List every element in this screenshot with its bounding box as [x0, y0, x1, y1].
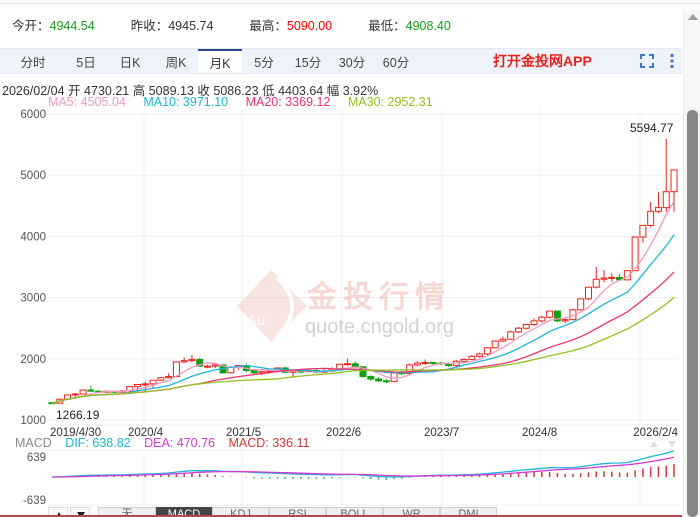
svg-text:5594.77: 5594.77 — [630, 121, 674, 135]
svg-text:2000: 2000 — [20, 354, 46, 366]
period-tabs: 分时 5日 日K 周K 月K 5分 15分 30分 60分 打开金投网APP — [0, 48, 682, 74]
ma20-label: MA20: 3369.12 — [245, 95, 331, 109]
indicator-dmi[interactable]: DMI — [440, 507, 497, 517]
svg-text:2019/4/30: 2019/4/30 — [50, 427, 101, 439]
indicator-macd[interactable]: MACD — [156, 507, 212, 517]
tab-timeshare[interactable]: 分时 — [20, 55, 46, 70]
more-vertical-icon[interactable] — [670, 53, 674, 69]
scrollbar-thumb[interactable] — [687, 110, 698, 517]
svg-text:2020/4: 2020/4 — [128, 427, 164, 439]
macd-legend: MACD DIF: 638.82 DEA: 470.76 MACD: 336.1… — [15, 436, 310, 450]
tab-60min[interactable]: 60分 — [382, 55, 410, 70]
indicator-wr[interactable]: WR — [383, 507, 440, 517]
fullscreen-icon[interactable] — [640, 54, 654, 68]
vertical-scrollbar[interactable] — [683, 10, 700, 517]
bottom-accent-line — [0, 515, 682, 517]
scroll-up-arrow-icon[interactable] — [688, 14, 698, 20]
svg-text:2024/8: 2024/8 — [522, 427, 557, 439]
next-indicator-button[interactable] — [70, 507, 90, 517]
tab-monthly-k[interactable]: 月K — [198, 49, 242, 73]
svg-text:639: 639 — [27, 452, 46, 464]
bar-info: 2026/02/04 开 4730.21 高 5089.13 收 5086.23… — [2, 84, 379, 98]
ma-legend: MA5: 4505.04 MA10: 3971.10 MA20: 3369.12… — [48, 95, 447, 109]
kline-chart[interactable]: 1000 2000 3000 4000 5000 6000 2019/4/30 2020/4 2… — [0, 100, 682, 510]
svg-text:3000: 3000 — [20, 293, 46, 305]
indicator-none[interactable]: 无 — [98, 507, 156, 517]
svg-text:2026/2/4: 2026/2/4 — [633, 427, 678, 439]
quote-summary: 今开：4944.54 昨收：4945.74 最高：5090.00 最低：4908… — [0, 12, 680, 36]
svg-text:6000: 6000 — [20, 109, 46, 121]
svg-text:-639: -639 — [23, 495, 46, 507]
indicator-kdj[interactable]: KDJ — [212, 507, 269, 517]
tab-weekly-k[interactable]: 周K — [165, 55, 187, 70]
svg-text:2021/5: 2021/5 — [226, 427, 261, 439]
prev-close-quote: 昨收：4945.74 — [130, 18, 214, 33]
open-app-link[interactable]: 打开金投网APP — [493, 53, 592, 69]
low-quote: 最低：4908.40 — [368, 18, 451, 33]
svg-text:1266.19: 1266.19 — [56, 408, 100, 422]
high-quote: 最高：5090.00 — [249, 18, 333, 33]
svg-text:2023/7: 2023/7 — [424, 427, 459, 439]
svg-text:2022/6: 2022/6 — [326, 427, 361, 439]
svg-text:1000: 1000 — [20, 415, 46, 427]
tab-5min[interactable]: 5分 — [254, 55, 274, 70]
tab-15min[interactable]: 15分 — [294, 55, 322, 70]
ma5-label: MA5: 4505.04 — [48, 95, 126, 109]
tab-5day[interactable]: 5日 — [76, 55, 96, 70]
indicator-rsi[interactable]: RSI — [269, 507, 326, 517]
open-quote: 今开：4944.54 — [12, 18, 95, 33]
tab-daily-k[interactable]: 日K — [119, 55, 141, 70]
ma30-label: MA30: 2952.31 — [347, 95, 433, 109]
top-border — [0, 0, 700, 4]
svg-text:4000: 4000 — [20, 231, 46, 243]
ma10-label: MA10: 3971.10 — [143, 95, 229, 109]
tab-30min[interactable]: 30分 — [338, 55, 366, 70]
svg-text:5000: 5000 — [20, 170, 46, 182]
indicator-boll[interactable]: BOLL — [326, 507, 383, 517]
